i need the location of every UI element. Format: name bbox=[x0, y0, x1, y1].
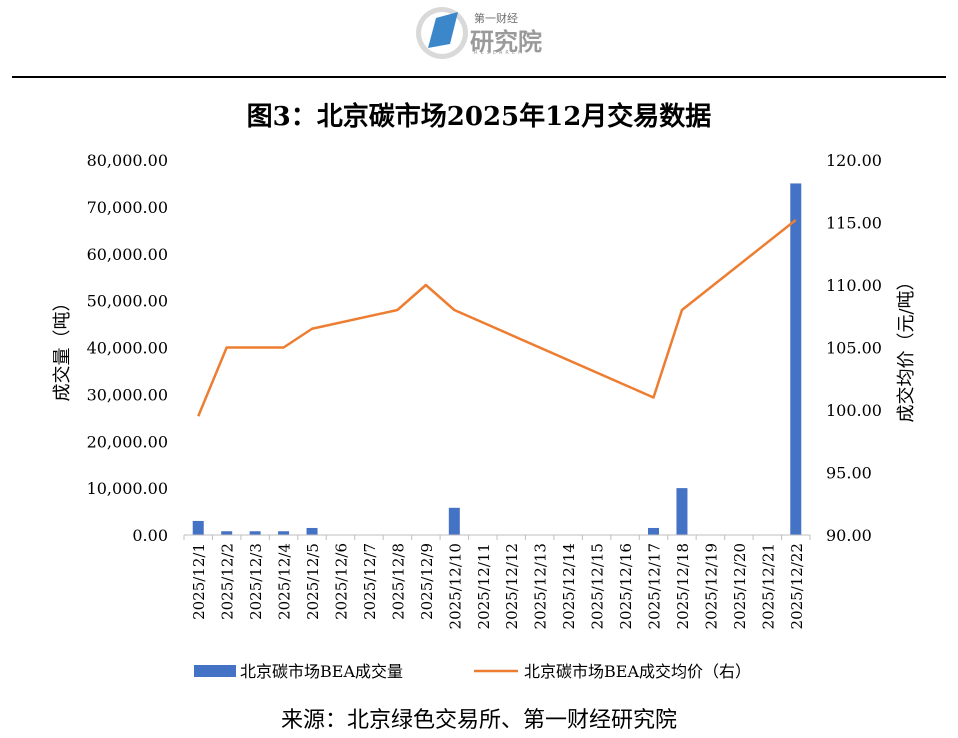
y-tick-label: 30,000.00 bbox=[87, 385, 168, 404]
y2-tick-label: 110.00 bbox=[826, 276, 882, 295]
y-tick-label: 80,000.00 bbox=[87, 151, 168, 170]
x-tick-label: 2025/12/3 bbox=[247, 543, 265, 620]
bar bbox=[306, 527, 318, 535]
x-tick-label: 2025/12/1 bbox=[190, 543, 208, 620]
x-tick-label: 2025/12/20 bbox=[731, 543, 749, 629]
y-tick-label: 0.00 bbox=[132, 526, 168, 545]
x-tick-label: 2025/12/19 bbox=[702, 543, 720, 629]
y-tick-label: 70,000.00 bbox=[87, 198, 168, 217]
y-tick-label: 20,000.00 bbox=[87, 432, 168, 451]
y-tick-label: 60,000.00 bbox=[87, 245, 168, 264]
x-tick-label: 2025/12/17 bbox=[646, 543, 664, 629]
y2-tick-label: 90.00 bbox=[826, 526, 872, 545]
x-tick-label: 2025/12/11 bbox=[475, 543, 493, 629]
y-axis-title: 成交量（吨） bbox=[52, 294, 73, 402]
x-tick-label: 2025/12/4 bbox=[276, 543, 294, 620]
y2-tick-label: 120.00 bbox=[826, 151, 882, 170]
logo-mark-icon bbox=[416, 7, 468, 59]
chart-area: 0.00 10,000.00 20,000.00 30,000.00 40,000.00… bbox=[52, 151, 917, 681]
price-line bbox=[197, 219, 797, 417]
header-divider bbox=[12, 76, 946, 78]
legend-line-label: 北京碳市场BEA成交均价（右） bbox=[524, 662, 751, 681]
y2-tick-label: 95.00 bbox=[826, 464, 872, 483]
y-tick-label: 40,000.00 bbox=[87, 339, 168, 358]
bar bbox=[221, 531, 233, 535]
logo: 第一财经 研究院 RESEARCH bbox=[414, 4, 554, 62]
x-tick-label: 2025/12/2 bbox=[219, 543, 237, 620]
x-tick-label: 2025/12/14 bbox=[560, 543, 578, 629]
x-tick-label: 2025/12/6 bbox=[333, 543, 351, 620]
y2-axis-title: 成交均价（元/吨） bbox=[896, 272, 917, 422]
bar bbox=[648, 527, 659, 535]
x-tick-label: 2025/12/21 bbox=[759, 543, 777, 629]
x-tick-label: 2025/12/10 bbox=[446, 543, 464, 629]
bar bbox=[249, 531, 261, 535]
y-tick-label: 50,000.00 bbox=[87, 292, 168, 311]
x-tick-label: 2025/12/8 bbox=[389, 543, 407, 620]
bar bbox=[278, 531, 290, 535]
y2-tick-label: 100.00 bbox=[826, 401, 882, 420]
y-tick-label: 10,000.00 bbox=[87, 479, 168, 498]
x-tick-label: 2025/12/12 bbox=[503, 543, 521, 629]
bar bbox=[192, 520, 204, 535]
y2-tick-label: 105.00 bbox=[826, 339, 882, 358]
x-tick-label: 2025/12/18 bbox=[674, 543, 692, 629]
x-tick-label: 2025/12/22 bbox=[788, 543, 806, 629]
logo-top-text: 第一财经 bbox=[474, 12, 518, 25]
x-tick-label: 2025/12/7 bbox=[361, 543, 379, 620]
x-tick-label: 2025/12/16 bbox=[617, 543, 635, 629]
bar bbox=[790, 183, 802, 535]
logo-sub-text: RESEARCH bbox=[474, 50, 525, 56]
y2-tick-label: 115.00 bbox=[826, 214, 882, 233]
x-tick-label: 2025/12/9 bbox=[418, 543, 436, 620]
chart-title: 图3：北京碳市场2025年12月交易数据 bbox=[246, 102, 712, 132]
x-tick-label: 2025/12/13 bbox=[532, 543, 550, 629]
logo-main-text: 研究院 bbox=[470, 28, 542, 56]
legend-bar-label: 北京碳市场BEA成交量 bbox=[240, 662, 403, 681]
x-tick-label: 2025/12/5 bbox=[304, 543, 322, 620]
x-tick-label: 2025/12/15 bbox=[589, 543, 607, 629]
source-note: 来源：北京绿色交易所、第一财经研究院 bbox=[280, 708, 677, 733]
bar bbox=[676, 488, 688, 535]
bar bbox=[448, 507, 460, 535]
legend-bar-swatch bbox=[194, 665, 236, 677]
